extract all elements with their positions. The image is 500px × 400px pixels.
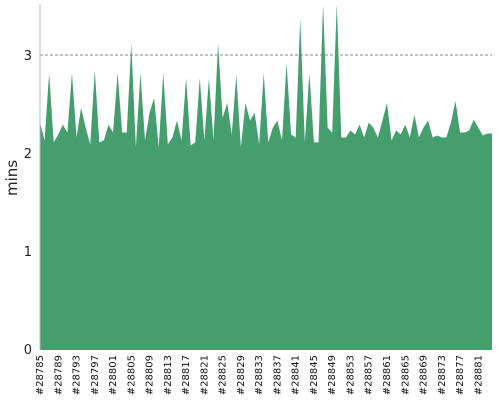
x-tick-labels: #28785 #28789 #28793 #28797 #28801 #28805 #288… [35,355,484,395]
x-tick-label: #28873 [437,355,448,395]
x-tick-label: #28877 [455,355,466,395]
y-axis-label: mins [3,160,21,196]
area-series [40,4,492,350]
x-tick-label: #28881 [473,355,484,395]
x-tick-label: #28841 [291,355,302,395]
x-tick-label: #28805 [126,355,137,395]
x-tick-label: #28861 [382,355,393,395]
x-tick-label: #28793 [72,355,83,395]
x-tick-label: #28829 [236,355,247,395]
x-tick-label: #28857 [364,355,375,395]
y-tick-label-1: 1 [24,245,32,260]
x-tick-label: #28821 [199,355,210,395]
x-tick-label: #28809 [145,355,156,395]
x-tick-label: #28853 [346,355,357,395]
y-tick-label-3: 3 [24,49,32,64]
x-tick-label: #28785 [35,355,46,395]
x-tick-label: #28865 [400,355,411,395]
x-tick-label: #28825 [218,355,229,395]
y-tick-label-2: 2 [24,147,32,162]
x-tick-label: #28797 [90,355,101,395]
y-tick-label-0: 0 [24,343,32,358]
x-tick-label: #28801 [108,355,119,395]
x-tick-label: #28833 [254,355,265,395]
x-tick-label: #28837 [272,355,283,395]
x-tick-label: #28849 [327,355,338,395]
x-tick-label: #28789 [53,355,64,395]
x-tick-label: #28817 [181,355,192,395]
y-tick-labels: 0 1 2 3 [24,49,32,358]
x-tick-label: #28869 [419,355,430,395]
x-tick-label: #28845 [309,355,320,395]
x-tick-label: #28813 [163,355,174,395]
